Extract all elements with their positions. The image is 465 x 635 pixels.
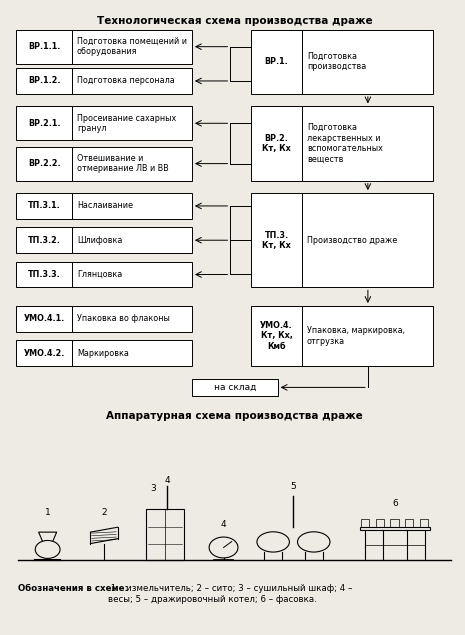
Text: Подготовка персонала: Подготовка персонала — [77, 76, 175, 86]
Bar — [16, 262, 73, 288]
Text: 1 – измельчитель; 2 – сито; 3 – сушильный шкаф; 4 –
весы; 5 – дражировочный коте: 1 – измельчитель; 2 – сито; 3 – сушильны… — [107, 584, 352, 604]
Bar — [16, 106, 73, 140]
Bar — [303, 306, 433, 366]
Text: 1: 1 — [45, 509, 51, 518]
Bar — [251, 193, 303, 288]
Text: Глянцовка: Глянцовка — [77, 270, 122, 279]
Bar — [73, 106, 192, 140]
Text: на склад: на склад — [213, 383, 256, 392]
Bar — [73, 193, 192, 219]
Bar — [303, 193, 433, 288]
Bar — [405, 519, 413, 526]
Bar — [16, 340, 73, 366]
Text: Наслаивание: Наслаивание — [77, 201, 133, 210]
Text: Обозначения в схеме:: Обозначения в схеме: — [18, 584, 128, 593]
Text: Подготовка помещений и
оборудования: Подготовка помещений и оборудования — [77, 37, 187, 57]
Text: ВР.1.: ВР.1. — [265, 57, 288, 66]
Text: Технологическая схема производства драже: Технологическая схема производства драже — [97, 17, 372, 27]
Text: Шлифовка: Шлифовка — [77, 236, 122, 244]
Text: Маркировка: Маркировка — [77, 349, 129, 358]
Text: ВР.2.
Кт, Кх: ВР.2. Кт, Кх — [262, 134, 291, 153]
Bar — [251, 306, 303, 366]
Bar — [73, 262, 192, 288]
Text: Обозначения в схеме: 1 – измельчитель; 2 – сито; 3 – сушильный шкаф; 4 –
весы; 5: Обозначения в схеме: 1 – измельчитель; 2… — [18, 584, 363, 604]
Bar — [146, 509, 184, 560]
Text: УМО.4.
Кт, Кх,
Кмб: УМО.4. Кт, Кх, Кмб — [260, 321, 293, 351]
Text: Подготовка
лекарственных и
вспомогательных
веществ: Подготовка лекарственных и вспомогательн… — [307, 123, 383, 164]
Text: 2: 2 — [101, 509, 107, 518]
Text: ТП.3.
Кт, Кх: ТП.3. Кт, Кх — [262, 231, 291, 250]
Text: Просеивание сахарных
гранул: Просеивание сахарных гранул — [77, 114, 176, 133]
Text: Упаковка, маркировка,
отгрузка: Упаковка, маркировка, отгрузка — [307, 326, 405, 345]
Bar — [361, 519, 369, 526]
Bar — [73, 306, 192, 331]
Text: 4: 4 — [221, 520, 226, 529]
Text: ВР.2.1.: ВР.2.1. — [28, 119, 60, 128]
Text: ВР.1.2.: ВР.1.2. — [28, 76, 60, 86]
Bar — [73, 68, 192, 94]
Bar — [73, 30, 192, 64]
Bar — [16, 306, 73, 331]
Bar — [391, 519, 399, 526]
Text: ВР.1.1.: ВР.1.1. — [28, 42, 60, 51]
Bar — [16, 227, 73, 253]
Bar — [303, 106, 433, 180]
Bar — [251, 106, 303, 180]
Text: 5: 5 — [291, 483, 296, 491]
Bar — [376, 519, 384, 526]
Text: ТП.3.2.: ТП.3.2. — [28, 236, 61, 244]
Bar — [16, 68, 73, 94]
Text: ТП.3.1.: ТП.3.1. — [28, 201, 60, 210]
Text: УМО.4.2.: УМО.4.2. — [24, 349, 65, 358]
Text: 3: 3 — [151, 484, 157, 493]
Bar — [251, 30, 303, 94]
Bar — [16, 193, 73, 219]
Text: ТП.3.3.: ТП.3.3. — [28, 270, 60, 279]
Bar — [73, 340, 192, 366]
Bar — [192, 379, 278, 396]
Text: Аппаратурная схема производства драже: Аппаратурная схема производства драже — [106, 411, 363, 421]
Text: УМО.4.1.: УМО.4.1. — [24, 314, 65, 323]
Text: Подготовка
производства: Подготовка производства — [307, 52, 366, 72]
Bar — [420, 519, 428, 526]
Text: Отвешивание и
отмеривание ЛВ и ВВ: Отвешивание и отмеривание ЛВ и ВВ — [77, 154, 169, 173]
Text: Производство драже: Производство драже — [307, 236, 397, 244]
Text: 4: 4 — [164, 476, 170, 485]
Bar — [73, 227, 192, 253]
Bar — [16, 147, 73, 180]
Bar — [360, 526, 430, 530]
Text: 6: 6 — [392, 498, 398, 507]
Bar — [303, 30, 433, 94]
Text: Упаковка во флаконы: Упаковка во флаконы — [77, 314, 170, 323]
Bar — [73, 147, 192, 180]
Bar — [16, 30, 73, 64]
Text: ВР.2.2.: ВР.2.2. — [28, 159, 60, 168]
